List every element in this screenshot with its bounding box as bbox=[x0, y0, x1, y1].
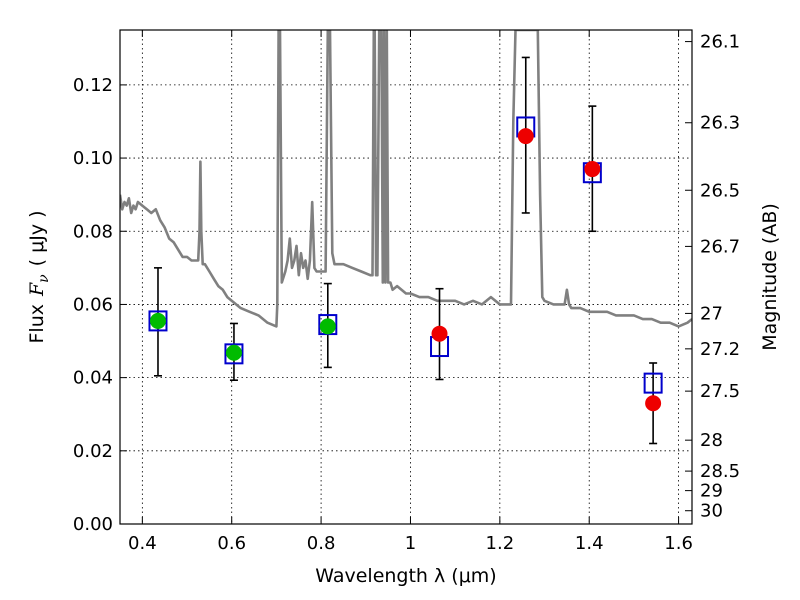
x-tick-label: 1.4 bbox=[575, 533, 604, 554]
observed-point-circle bbox=[431, 325, 448, 342]
x-tick-label: 1.2 bbox=[486, 533, 515, 554]
y2-tick-label: 26.1 bbox=[700, 32, 740, 53]
y-tick-label: 0.06 bbox=[73, 294, 113, 315]
y2-tick-label: 28 bbox=[700, 430, 723, 451]
plot-frame bbox=[119, 29, 693, 525]
observed-point-circle bbox=[149, 312, 166, 329]
y2-axis-title: Magnitude (AB) bbox=[759, 203, 781, 351]
x-tick-label: 1 bbox=[405, 533, 416, 554]
x-axis-title: Wavelength λ (μm) bbox=[315, 565, 496, 587]
x-tick-label: 0.6 bbox=[217, 533, 246, 554]
y-tick-label: 0.04 bbox=[73, 368, 113, 389]
y2-tick-label: 26.3 bbox=[700, 113, 740, 134]
y2-tick-label: 26.5 bbox=[700, 180, 740, 201]
observed-point-circle bbox=[517, 128, 534, 145]
observed-point-circle bbox=[225, 344, 242, 361]
y-axis-title: FluxFν( μJy ) bbox=[26, 210, 52, 343]
y2-tick-label: 28.5 bbox=[700, 461, 740, 482]
observed-point-circle bbox=[584, 161, 601, 178]
y-tick-label: 0.02 bbox=[73, 441, 113, 462]
y2-tick-label: 27.5 bbox=[700, 381, 740, 402]
observed-point-circle bbox=[645, 395, 662, 412]
plot-area bbox=[120, 30, 692, 445]
y2-tick-label: 29 bbox=[700, 481, 723, 502]
y-tick-label: 0.12 bbox=[73, 75, 113, 96]
model-spectrum-line bbox=[120, 30, 692, 328]
y-tick-label: 0.08 bbox=[73, 221, 113, 242]
grid bbox=[120, 30, 692, 524]
model-photometry-square bbox=[224, 343, 244, 365]
ticks: 0.4 0.6 0.8 1 1.2 1.4 1.6 0.00 0.02 0.04 0.06 0.08 0… bbox=[73, 30, 740, 554]
x-tick-label: 1.6 bbox=[664, 533, 693, 554]
model-photometry-square bbox=[148, 310, 168, 332]
y-tick-label: 0.00 bbox=[73, 514, 113, 535]
model-photometry-square bbox=[643, 372, 663, 394]
y2-tick-label: 30 bbox=[700, 501, 723, 522]
x-tick-label: 0.8 bbox=[307, 533, 336, 554]
y2-tick-label: 27 bbox=[700, 303, 723, 324]
y-tick-label: 0.10 bbox=[73, 148, 113, 169]
observed-point-circle bbox=[319, 318, 336, 335]
x-tick-label: 0.4 bbox=[128, 533, 157, 554]
y2-tick-label: 26.7 bbox=[700, 236, 740, 257]
y2-tick-label: 27.2 bbox=[700, 339, 740, 360]
